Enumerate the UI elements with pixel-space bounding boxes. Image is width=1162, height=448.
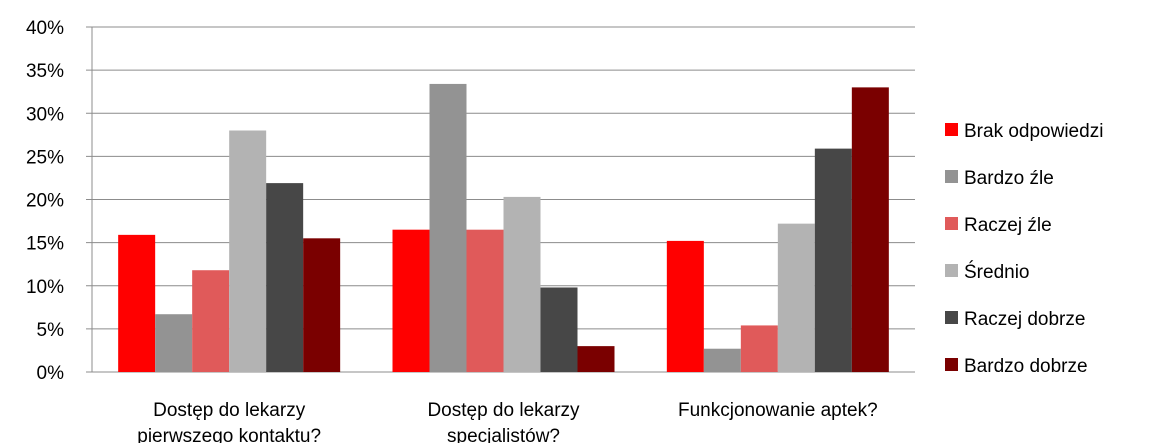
legend-swatch <box>945 123 958 136</box>
bar <box>429 83 467 373</box>
bar <box>740 325 778 372</box>
bar <box>118 234 156 372</box>
y-tick-label: 5% <box>37 320 65 341</box>
legend-swatch <box>945 264 958 277</box>
y-tick-label: 0% <box>37 363 65 384</box>
bar <box>814 148 852 372</box>
bar <box>703 348 741 372</box>
legend-label: Bardzo dobrze <box>964 356 1088 377</box>
y-tick-label: 30% <box>26 104 64 125</box>
legend-swatch <box>945 311 958 324</box>
y-tick-label: 40% <box>26 18 64 39</box>
legend-label: Średnio <box>964 261 1030 283</box>
legend-swatch <box>945 358 958 371</box>
bar <box>503 196 541 372</box>
bar <box>466 229 504 372</box>
x-tick-label: Dostęp do lekarzy pierwszego kontaktu? <box>137 400 321 443</box>
legend-label: Bardzo źle <box>964 168 1054 189</box>
legend-label: Raczej źle <box>964 215 1052 236</box>
bar <box>392 229 430 372</box>
x-tick-label: Dostęp do lekarzy specjalistów? <box>427 400 580 443</box>
y-tick-label: 15% <box>26 234 64 255</box>
y-tick-label: 25% <box>26 147 64 168</box>
bar <box>777 223 815 372</box>
bar <box>851 87 889 372</box>
x-tick-label: Funkcjonowanie aptek? <box>678 400 878 421</box>
bar <box>192 270 230 372</box>
bar <box>540 287 578 372</box>
bar <box>666 240 704 372</box>
y-tick-label: 35% <box>26 61 64 82</box>
y-tick-label: 20% <box>26 191 64 212</box>
bar <box>266 183 304 372</box>
legend-swatch <box>945 170 958 183</box>
bar <box>229 130 267 372</box>
legend-swatch <box>945 217 958 230</box>
bar <box>155 314 193 372</box>
bar <box>577 346 615 372</box>
legend-label: Brak odpowiedzi <box>964 121 1103 142</box>
legend-label: Raczej dobrze <box>964 309 1085 330</box>
y-tick-label: 10% <box>26 277 64 298</box>
bar <box>303 238 341 372</box>
